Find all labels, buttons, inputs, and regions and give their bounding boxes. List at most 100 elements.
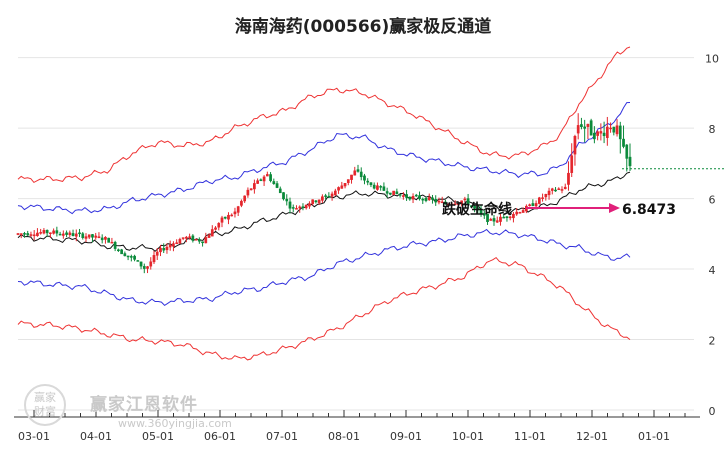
- candle-body: [531, 203, 535, 207]
- candle-body: [563, 186, 567, 190]
- candle-body: [256, 180, 259, 184]
- candle-body: [605, 126, 609, 138]
- candle-body: [204, 237, 208, 244]
- candle-body: [486, 213, 489, 222]
- watermark-url: www.360yingjia.com: [118, 417, 232, 430]
- candle-body: [327, 195, 331, 198]
- candle-body: [395, 191, 399, 195]
- candle-body: [479, 209, 483, 214]
- candle-body: [32, 234, 36, 237]
- candle-body: [489, 218, 493, 221]
- candle-body: [39, 232, 43, 234]
- candle-body: [330, 193, 334, 197]
- candle-body: [612, 126, 616, 133]
- candle-body: [104, 237, 107, 240]
- candle-body: [107, 237, 111, 243]
- candle-body: [94, 235, 98, 238]
- candle-body: [541, 197, 544, 199]
- band-middle: [17, 171, 631, 252]
- candle-body: [431, 197, 434, 200]
- candle-body: [502, 216, 506, 219]
- candle-body: [214, 227, 217, 230]
- candle-body: [340, 185, 344, 189]
- candle-body: [139, 261, 143, 267]
- candle-body: [576, 125, 580, 134]
- candle-body: [265, 174, 269, 177]
- candle-body: [29, 234, 33, 236]
- candle-body: [308, 203, 311, 207]
- candle-body: [275, 183, 279, 188]
- candle-body: [317, 199, 321, 204]
- y-tick-label: 8: [709, 123, 716, 136]
- candle-body: [168, 244, 172, 248]
- candle-body: [385, 191, 389, 194]
- candle-body: [593, 132, 596, 140]
- y-tick-label: 2: [709, 335, 716, 348]
- candle-body: [185, 236, 188, 239]
- candle-body: [450, 203, 454, 206]
- candle-body: [282, 192, 285, 200]
- annotation-arrow-head: [609, 203, 620, 213]
- candle-body: [521, 210, 525, 213]
- candle-body: [52, 230, 55, 234]
- candle-body: [74, 233, 78, 237]
- candle-body: [71, 233, 75, 236]
- candle-body: [583, 126, 587, 129]
- candle-body: [382, 186, 386, 191]
- candle-body: [58, 233, 62, 236]
- candle-body: [408, 196, 412, 200]
- candle-body: [573, 136, 577, 155]
- candle-body: [19, 233, 23, 235]
- candle-body: [547, 190, 551, 196]
- candle-body: [91, 234, 94, 238]
- candle-body: [560, 189, 564, 191]
- candle-body: [324, 195, 327, 197]
- watermark-logo: 赢家 财富: [24, 384, 66, 426]
- x-tick-label: 12-01: [576, 430, 608, 443]
- y-tick-label: 4: [709, 264, 716, 277]
- chart-title: 海南海药(000566)赢家极反通道: [234, 17, 492, 37]
- candle-body: [311, 199, 315, 204]
- candle-body: [609, 127, 612, 130]
- candle-body: [444, 201, 447, 205]
- candle-body: [227, 214, 230, 220]
- x-tick-label: 04-01: [80, 430, 112, 443]
- candle-body: [146, 266, 149, 269]
- candle-body: [194, 239, 198, 241]
- band-lower-inner: [17, 228, 631, 307]
- candle-body: [469, 205, 473, 207]
- candle-body: [100, 237, 104, 241]
- candle-body: [405, 194, 408, 198]
- band-upper-outer: [17, 46, 631, 184]
- candle-body: [586, 123, 590, 127]
- candle-body: [123, 253, 127, 257]
- candle-body: [197, 239, 201, 242]
- candle-body: [201, 241, 204, 244]
- candle-body: [363, 175, 366, 181]
- candle-body: [236, 206, 240, 213]
- candle-body: [460, 200, 463, 204]
- x-tick-label: 01-01: [638, 430, 670, 443]
- candlestick-series: [16, 113, 632, 274]
- candle-body: [120, 249, 123, 255]
- candle-body: [278, 188, 282, 194]
- band-lower-outer: [17, 256, 631, 361]
- candle-body: [602, 132, 606, 137]
- x-tick-label: 10-01: [452, 430, 484, 443]
- candle-body: [570, 155, 574, 173]
- x-tick-label: 09-01: [390, 430, 422, 443]
- candle-body: [16, 233, 20, 235]
- x-tick-label: 06-01: [204, 430, 236, 443]
- annotation-layer: 跌破生命线 6.8473: [442, 168, 726, 218]
- candle-body: [424, 197, 428, 201]
- candle-body: [376, 185, 379, 190]
- candle-body: [427, 197, 431, 201]
- candle-body: [23, 233, 26, 235]
- candle-body: [628, 156, 632, 167]
- candle-body: [61, 233, 65, 236]
- candle-body: [418, 195, 421, 200]
- candle-body: [26, 233, 30, 236]
- candle-body: [518, 212, 522, 214]
- candle-body: [126, 255, 130, 258]
- candle-body: [165, 246, 169, 251]
